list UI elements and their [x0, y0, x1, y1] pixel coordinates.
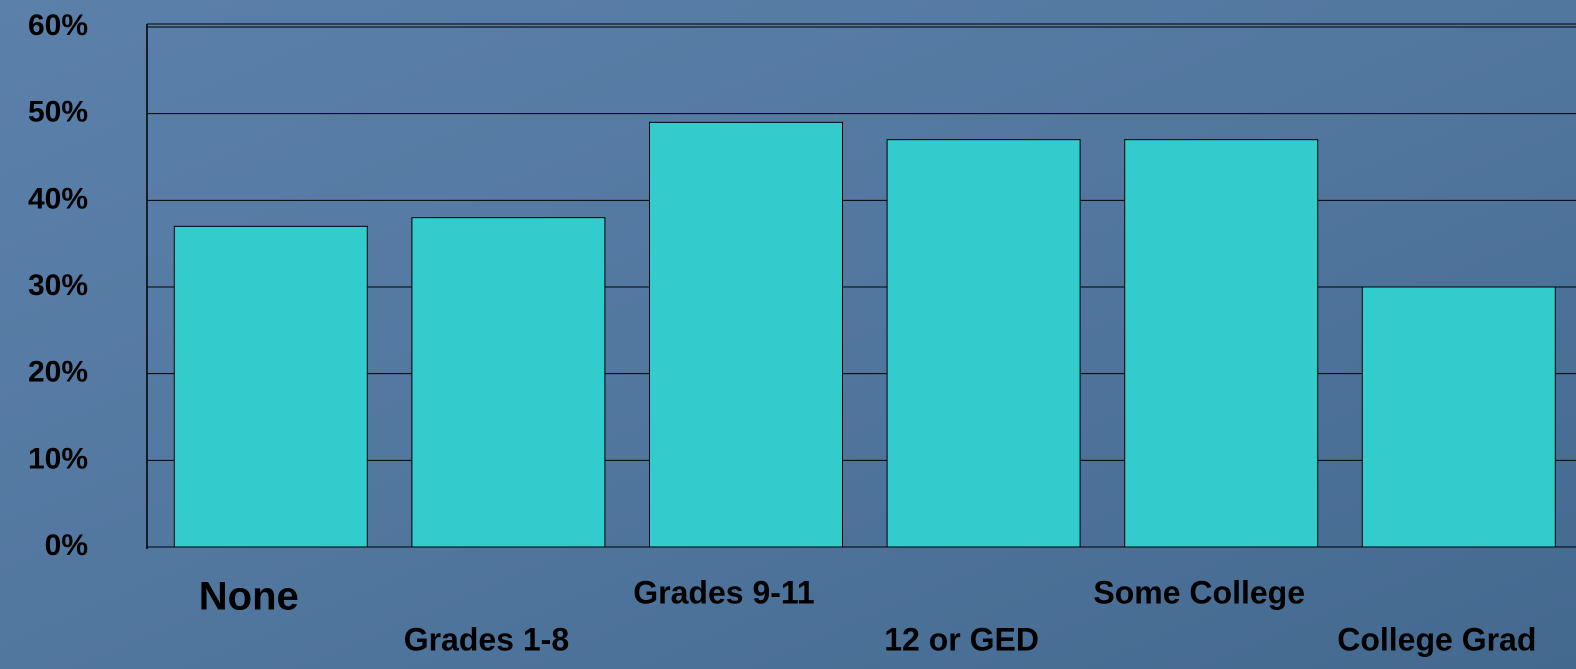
bar — [1361, 286, 1556, 548]
y-tick-label: 10% — [28, 442, 88, 475]
x-tick-label: Grades 1-8 — [404, 621, 569, 657]
bar — [649, 121, 843, 548]
x-tick-label: Grades 9-11 — [633, 574, 814, 610]
x-tick-label: Some College — [1093, 574, 1305, 610]
y-tick-label: 40% — [28, 182, 88, 215]
plot-area — [147, 26, 1576, 548]
x-tick-label: None — [199, 575, 299, 619]
bar — [173, 225, 368, 548]
y-tick-label: 50% — [28, 96, 88, 129]
y-tick-label: 60% — [28, 9, 88, 42]
y-tick-label: 0% — [45, 529, 88, 562]
x-tick-label: 12 or GED — [884, 621, 1039, 657]
y-tick-label: 30% — [28, 269, 88, 302]
bar — [886, 139, 1081, 548]
bar — [1124, 139, 1319, 548]
bar — [411, 217, 606, 548]
x-tick-label: College Grad — [1337, 621, 1536, 657]
y-tick-label: 20% — [28, 356, 88, 389]
